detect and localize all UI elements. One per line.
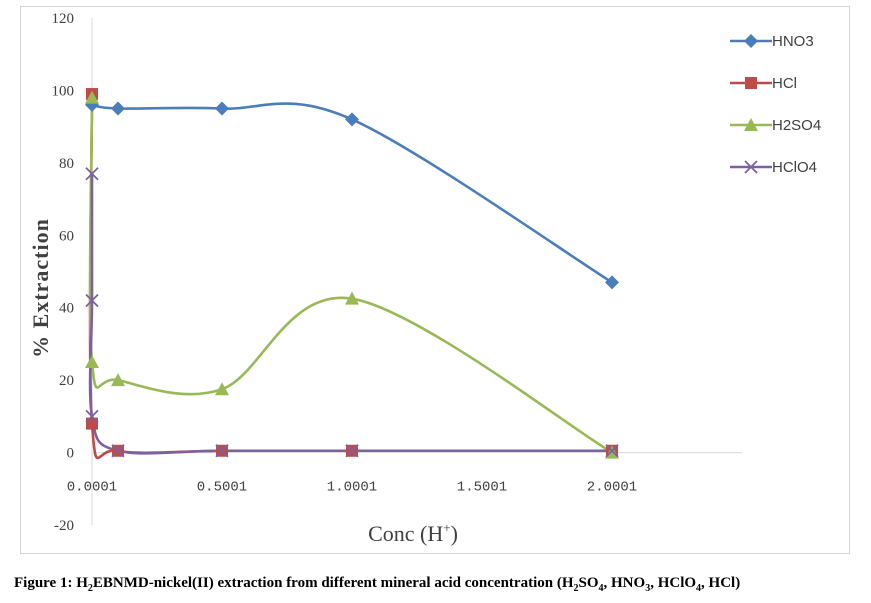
data-point (215, 101, 230, 116)
data-point (85, 409, 99, 423)
series-line-hclo4 (88, 173, 613, 455)
marker-stroke (345, 444, 359, 458)
marker-stroke (215, 444, 229, 458)
x-tick-label: 1.5001 (457, 480, 507, 496)
legend: HNO3 HCl H2SO4 HClO4 (730, 33, 821, 176)
legend-marker (745, 77, 757, 89)
data-point (345, 112, 360, 127)
data-point (85, 355, 99, 369)
data-point (111, 373, 126, 387)
y-tick-label: 60 (59, 228, 74, 244)
x-tick-label: 0.0001 (67, 480, 117, 496)
y-tick-label: 80 (59, 156, 74, 172)
data-point (215, 444, 229, 458)
y-tick-label: 40 (59, 301, 74, 317)
legend-label: HClO4 (772, 159, 817, 176)
axes: -20 0 20 40 60 80 100 120 0.0001 0.5001 1.0001 1.50… (52, 11, 742, 534)
series-line-h2so4 (88, 97, 613, 454)
data-point (111, 444, 125, 458)
legend-entry: HCl (730, 75, 797, 92)
figure-caption: Figure 1: H2EBNMD-nickel(II) extraction … (14, 575, 741, 594)
legend-label: HNO3 (772, 33, 814, 50)
y-tick-label: 120 (52, 11, 75, 27)
legend-label: H2SO4 (772, 117, 821, 134)
chart-area (20, 6, 850, 554)
legend-label: HCl (772, 75, 797, 92)
x-tick-label: 2.0001 (587, 480, 637, 496)
marker-stroke (85, 293, 99, 308)
series-markers-hclo4 (85, 167, 619, 458)
data-point (111, 101, 126, 116)
x-tick-label: 0.5001 (197, 480, 247, 496)
data-point (85, 167, 99, 181)
series-markers (85, 88, 620, 459)
legend-entry: HNO3 (730, 33, 814, 50)
marker-stroke (85, 167, 99, 181)
legend-entry: HClO4 (730, 159, 817, 176)
legend-entry: H2SO4 (730, 117, 821, 134)
marker-stroke (744, 160, 758, 174)
series-lines (88, 94, 613, 460)
legend-marker (744, 118, 758, 131)
marker-stroke (605, 444, 619, 458)
y-axis-title: % Extraction (28, 218, 53, 358)
y-tick-label: 0 (67, 446, 75, 462)
data-point (605, 275, 620, 290)
series-markers-hno3 (85, 97, 620, 290)
data-point (345, 291, 360, 305)
marker-stroke (85, 409, 99, 423)
y-tick-label: 20 (59, 373, 74, 389)
data-point (345, 444, 359, 458)
series-line-hcl (88, 94, 613, 460)
x-tick-label: 1.0001 (327, 480, 377, 496)
marker-stroke (111, 444, 125, 458)
y-tick-label: 100 (52, 83, 75, 99)
data-point (605, 444, 619, 458)
series-line-hno3 (91, 102, 613, 284)
legend-marker (744, 34, 758, 48)
data-point (215, 382, 230, 396)
legend-marker (744, 160, 758, 174)
data-point (85, 90, 99, 104)
y-tick-label: -20 (54, 518, 74, 534)
x-axis-title: Conc (H+) (368, 520, 458, 546)
data-point (85, 293, 99, 308)
